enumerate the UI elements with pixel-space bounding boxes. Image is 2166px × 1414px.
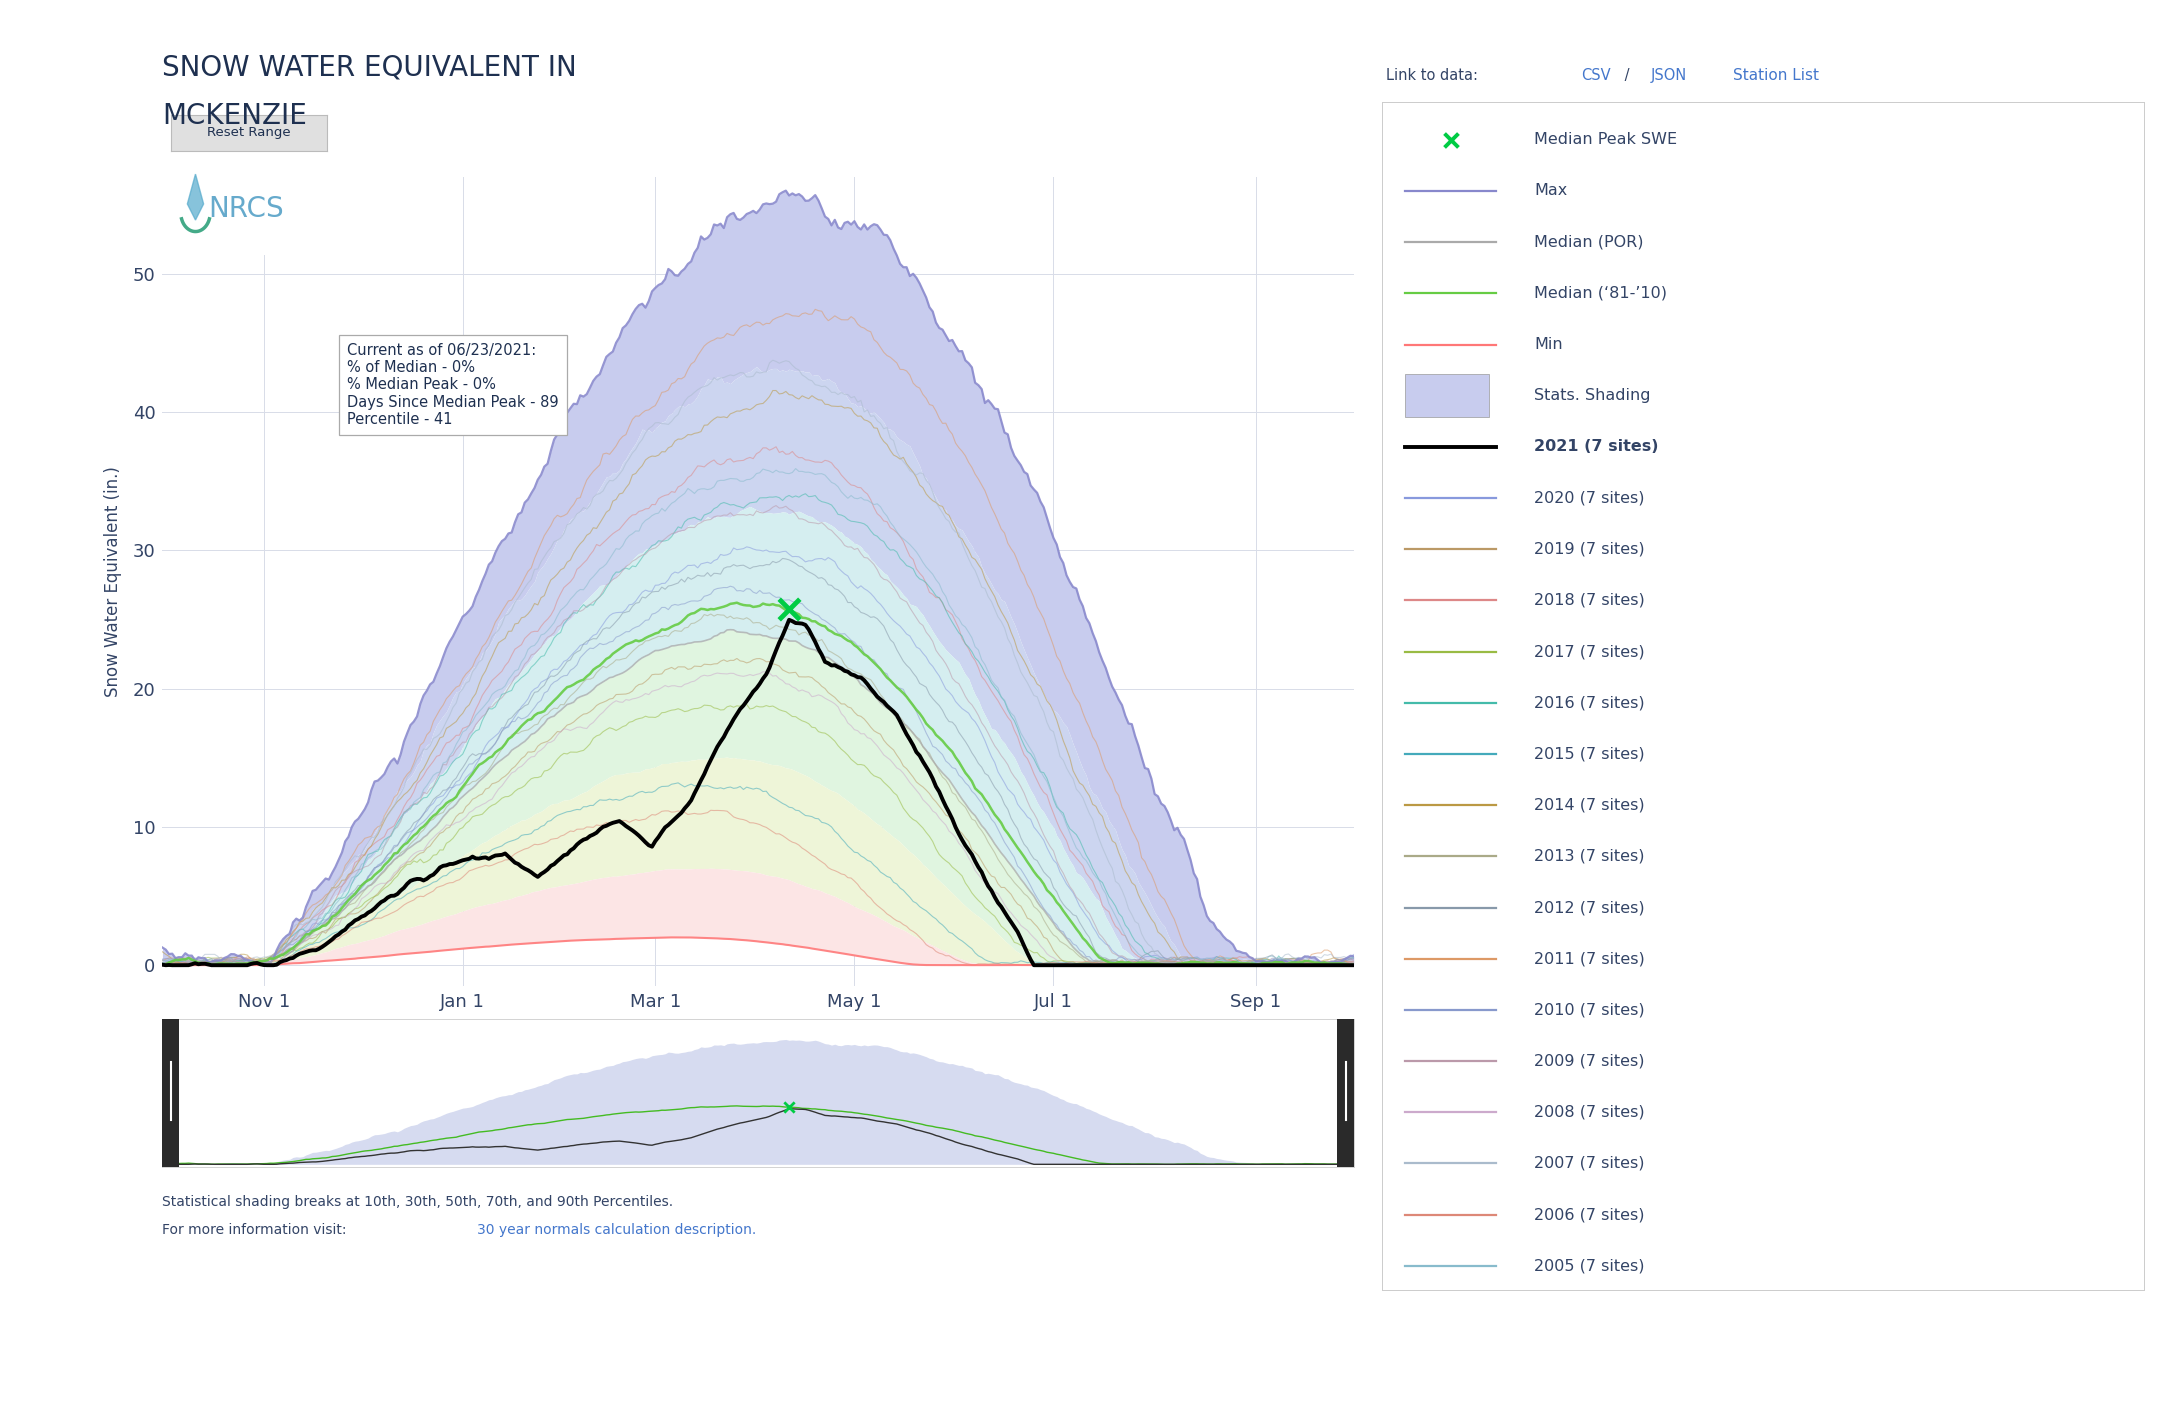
- Text: /: /: [1620, 68, 1635, 83]
- Text: Median (‘81-’10): Median (‘81-’10): [1534, 286, 1668, 301]
- Text: 2009 (7 sites): 2009 (7 sites): [1534, 1053, 1644, 1069]
- Text: CSV: CSV: [1581, 68, 1612, 83]
- Text: Median (POR): Median (POR): [1534, 235, 1644, 250]
- Text: Current as of 06/23/2021:
% of Median - 0%
% Median Peak - 0%
Days Since Median : Current as of 06/23/2021: % of Median - …: [347, 342, 559, 427]
- Text: Max: Max: [1534, 184, 1568, 198]
- Text: 2018 (7 sites): 2018 (7 sites): [1534, 592, 1646, 608]
- Text: Reset Range: Reset Range: [208, 126, 290, 140]
- Bar: [1336, 1019, 1354, 1167]
- Text: 2010 (7 sites): 2010 (7 sites): [1534, 1003, 1644, 1018]
- Point: [771, 598, 806, 621]
- Text: 2017 (7 sites): 2017 (7 sites): [1534, 645, 1644, 659]
- Text: 2020 (7 sites): 2020 (7 sites): [1534, 491, 1644, 506]
- Polygon shape: [188, 174, 204, 221]
- Text: 2012 (7 sites): 2012 (7 sites): [1534, 901, 1644, 915]
- Text: Statistical shading breaks at 10th, 30th, 50th, 70th, and 90th Percentiles.: Statistical shading breaks at 10th, 30th…: [162, 1195, 674, 1209]
- Point: [771, 1096, 806, 1118]
- Text: 2008 (7 sites): 2008 (7 sites): [1534, 1104, 1644, 1120]
- Text: Median Peak SWE: Median Peak SWE: [1534, 133, 1676, 147]
- Text: SNOW WATER EQUIVALENT IN: SNOW WATER EQUIVALENT IN: [162, 54, 576, 82]
- Point: [1434, 129, 1469, 151]
- Text: 2019 (7 sites): 2019 (7 sites): [1534, 542, 1644, 557]
- Text: 2013 (7 sites): 2013 (7 sites): [1534, 848, 1644, 864]
- Text: 2005 (7 sites): 2005 (7 sites): [1534, 1258, 1644, 1274]
- Text: Station List: Station List: [1733, 68, 1819, 83]
- Text: 2007 (7 sites): 2007 (7 sites): [1534, 1157, 1644, 1171]
- Bar: [1406, 375, 1488, 417]
- Text: For more information visit:: For more information visit:: [162, 1223, 351, 1237]
- Text: 2006 (7 sites): 2006 (7 sites): [1534, 1208, 1644, 1222]
- Bar: [162, 1019, 180, 1167]
- Text: Stats. Shading: Stats. Shading: [1534, 389, 1650, 403]
- Text: 2021 (7 sites): 2021 (7 sites): [1534, 440, 1659, 454]
- Text: 30 year normals calculation description.: 30 year normals calculation description.: [477, 1223, 756, 1237]
- Text: 2016 (7 sites): 2016 (7 sites): [1534, 696, 1644, 710]
- Text: NRCS: NRCS: [208, 195, 284, 222]
- Text: 2011 (7 sites): 2011 (7 sites): [1534, 952, 1646, 966]
- Text: MCKENZIE: MCKENZIE: [162, 102, 308, 130]
- Text: JSON: JSON: [1650, 68, 1687, 83]
- Y-axis label: Snow Water Equivalent (in.): Snow Water Equivalent (in.): [104, 467, 121, 697]
- Text: 2014 (7 sites): 2014 (7 sites): [1534, 797, 1644, 813]
- Text: Link to data:: Link to data:: [1386, 68, 1484, 83]
- Text: Min: Min: [1534, 337, 1564, 352]
- Text: 2015 (7 sites): 2015 (7 sites): [1534, 747, 1644, 762]
